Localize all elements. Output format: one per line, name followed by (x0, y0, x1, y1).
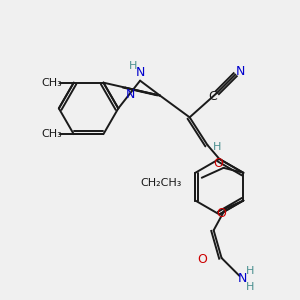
Text: O: O (214, 158, 224, 170)
Text: CH₃: CH₃ (41, 78, 62, 88)
Text: H: H (129, 61, 137, 71)
Text: O: O (217, 207, 226, 220)
Text: N: N (135, 66, 145, 79)
Text: O: O (197, 254, 207, 266)
Text: CH₃: CH₃ (41, 129, 62, 139)
Text: CH₂CH₃: CH₂CH₃ (141, 178, 182, 188)
Text: N: N (236, 65, 245, 78)
Text: H: H (246, 282, 254, 292)
Text: H: H (246, 266, 254, 276)
Text: C: C (208, 90, 217, 103)
Text: N: N (238, 272, 247, 285)
Text: H: H (213, 142, 222, 152)
Text: N: N (125, 88, 135, 101)
